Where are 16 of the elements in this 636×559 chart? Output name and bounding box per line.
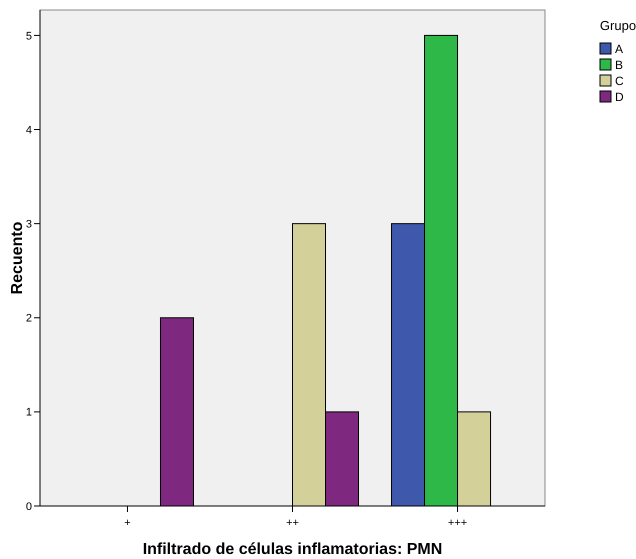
legend-label: B (615, 58, 624, 72)
y-tick-label: 3 (26, 218, 32, 230)
y-tick-label: 0 (26, 500, 32, 513)
x-axis-title: Infiltrado de células inflamatorias: PMN (142, 541, 442, 558)
y-tick-label: 4 (26, 124, 32, 136)
y-axis-title: Recuento (9, 221, 26, 294)
x-tick-label: ++ (286, 517, 299, 529)
legend-label: A (615, 42, 624, 56)
legend-label: C (615, 74, 624, 88)
y-tick-label: 2 (26, 312, 32, 325)
y-tick-label: 1 (26, 406, 32, 419)
legend-label: D (615, 90, 624, 104)
x-tick-label: + (124, 517, 131, 529)
x-tick-label: +++ (448, 517, 468, 529)
legend-title: Grupo (600, 18, 636, 33)
y-tick-label: 5 (26, 30, 32, 42)
